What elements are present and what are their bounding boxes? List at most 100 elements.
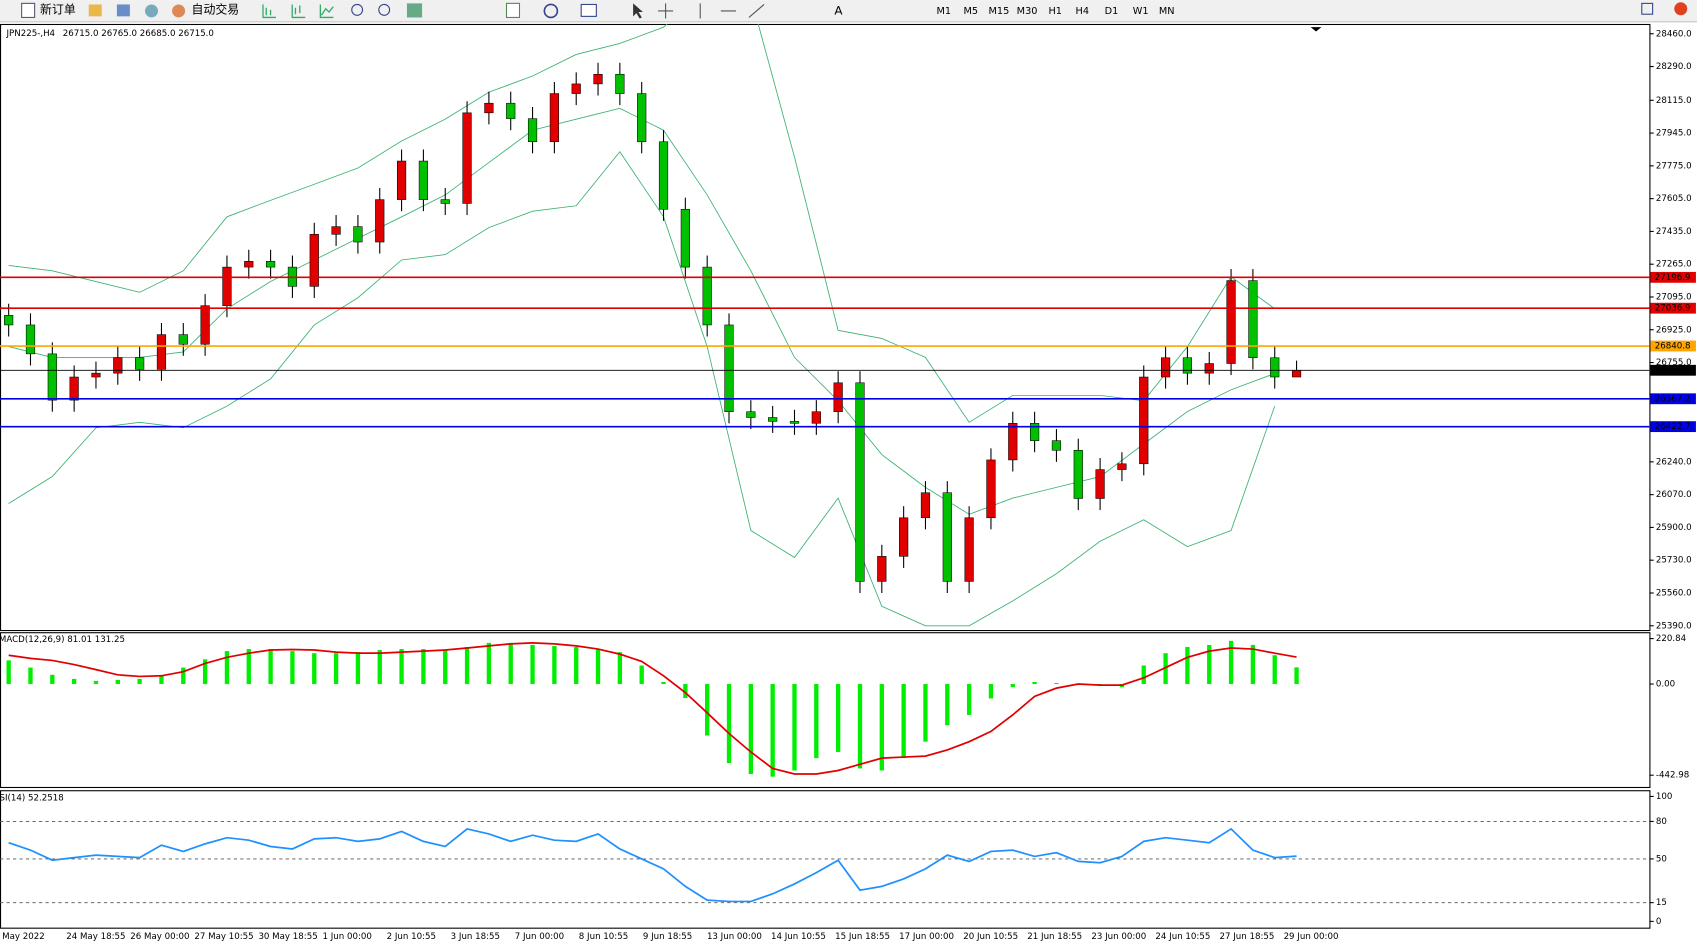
timeframe-button[interactable]: M15 — [989, 6, 1010, 17]
search-icon[interactable] — [1641, 2, 1654, 15]
macd-bar — [1032, 681, 1037, 685]
macd-bar — [705, 684, 710, 736]
indicators-icon[interactable] — [505, 2, 521, 18]
macd-bar — [290, 651, 295, 685]
template-icon[interactable] — [580, 3, 597, 17]
timeframe-button[interactable]: M5 — [963, 6, 978, 17]
bar-chart-icon[interactable] — [262, 4, 276, 19]
candle-body — [91, 372, 101, 378]
y-tick-label: 28460.0 — [1656, 29, 1692, 39]
candle-body — [1117, 463, 1127, 470]
zoom-in-icon[interactable] — [351, 3, 364, 16]
x-tick-label: 30 May 18:55 — [258, 932, 317, 942]
macd-bar — [115, 679, 120, 685]
toolbar-bg — [0, 0, 1697, 22]
y-tick-label: 27605.0 — [1656, 194, 1692, 204]
candle-body — [331, 226, 341, 235]
candle-body — [1160, 357, 1171, 378]
timeframe-button[interactable]: H1 — [1048, 6, 1062, 17]
macd-bar — [1010, 684, 1015, 688]
level-tag — [1650, 271, 1696, 283]
macd-bar — [224, 651, 230, 685]
level-label: 27196.9 — [1655, 273, 1691, 283]
macd-bar — [988, 684, 994, 699]
auto-trading-button[interactable]: 自动交易 — [192, 2, 240, 16]
new-order-icon[interactable] — [21, 2, 36, 18]
y-tick-label: 25900.0 — [1656, 523, 1692, 533]
x-tick-label: 24 Jun 10:55 — [1155, 932, 1210, 942]
timeframe-button[interactable]: M30 — [1017, 6, 1038, 17]
macd-bar — [202, 659, 208, 685]
macd-bar — [966, 684, 972, 715]
candle-body — [811, 411, 821, 424]
macd-bar — [617, 652, 623, 685]
timeframe-button[interactable]: W1 — [1133, 6, 1149, 17]
candle-body — [135, 357, 145, 370]
macd-bar — [792, 684, 797, 771]
auto-trading-icon[interactable] — [172, 4, 186, 18]
macd-bar — [93, 680, 99, 685]
y-tick-label: 220.84 — [1656, 634, 1687, 644]
macd-bar — [508, 642, 513, 685]
candle-body — [47, 353, 57, 401]
timeframe-button[interactable]: MN — [1159, 6, 1175, 17]
macd-bar — [552, 645, 557, 685]
zoom-out-icon[interactable] — [378, 3, 391, 16]
cursor-icon[interactable] — [633, 3, 643, 19]
text-tool[interactable]: A — [834, 3, 843, 17]
macd-bar — [246, 649, 251, 685]
x-tick-label: 3 Jun 18:55 — [451, 932, 500, 942]
macd-bar — [879, 684, 884, 771]
macd-bar — [835, 684, 841, 752]
timeframe-bar: M1 M5 M15 M30 H1 H4 D1 W1 MN — [936, 6, 1174, 17]
macd-bar — [50, 674, 55, 685]
tile-icon[interactable] — [406, 3, 423, 18]
tool-icon[interactable] — [145, 4, 159, 18]
macd-bar — [355, 652, 361, 685]
macd-bar — [661, 681, 666, 685]
candle-body — [637, 93, 647, 143]
macd-bar — [1163, 653, 1168, 685]
candle-body — [1051, 440, 1062, 451]
macd-bar — [726, 684, 732, 764]
period-icon[interactable] — [543, 3, 559, 19]
macd-bar — [1272, 655, 1277, 685]
macd-bar — [574, 646, 579, 685]
macd-frame — [0, 632, 1651, 789]
timeframe-button[interactable]: D1 — [1105, 6, 1119, 17]
candle-body — [200, 305, 210, 345]
macd-bar — [1185, 646, 1190, 685]
candle-body — [593, 73, 603, 85]
candle-body — [113, 357, 123, 374]
candle-body — [855, 382, 865, 582]
notification-badge[interactable] — [1674, 2, 1688, 16]
y-tick-label: 26755.0 — [1656, 358, 1692, 368]
macd-bar — [159, 675, 164, 685]
y-tick-label: 0.00 — [1656, 680, 1675, 690]
y-tick-label: 25560.0 — [1656, 588, 1692, 598]
candle-body — [571, 83, 581, 94]
rsi-pane — [0, 820, 1650, 904]
new-order-button[interactable]: 新订单 — [40, 2, 76, 16]
timeframe-button[interactable]: M1 — [936, 6, 951, 17]
macd-bar — [421, 649, 426, 685]
macd-bar — [137, 678, 142, 685]
macd-bar — [399, 649, 404, 685]
x-tick-label: 2 Jun 10:55 — [387, 932, 436, 942]
tool-icon[interactable] — [116, 4, 130, 17]
candle-chart-icon[interactable] — [291, 4, 306, 19]
rsi-title: RSI(14) 52.2518 — [0, 793, 64, 803]
y-tick-label: 15 — [1656, 898, 1667, 908]
macd-bar — [595, 649, 601, 685]
y-tick-label: 26925.0 — [1656, 325, 1692, 335]
candle-body — [833, 382, 843, 412]
tool-icon[interactable] — [88, 4, 102, 17]
candle-body — [1270, 357, 1280, 378]
drawing-tools[interactable] — [658, 3, 765, 19]
timeframe-button[interactable]: H4 — [1076, 6, 1090, 17]
line-chart-icon[interactable] — [319, 4, 334, 19]
x-tick-label: 7 Jun 00:00 — [515, 932, 564, 942]
y-tick-label: 80 — [1656, 817, 1667, 827]
macd-bar — [1207, 644, 1212, 685]
candle-body — [440, 199, 450, 204]
